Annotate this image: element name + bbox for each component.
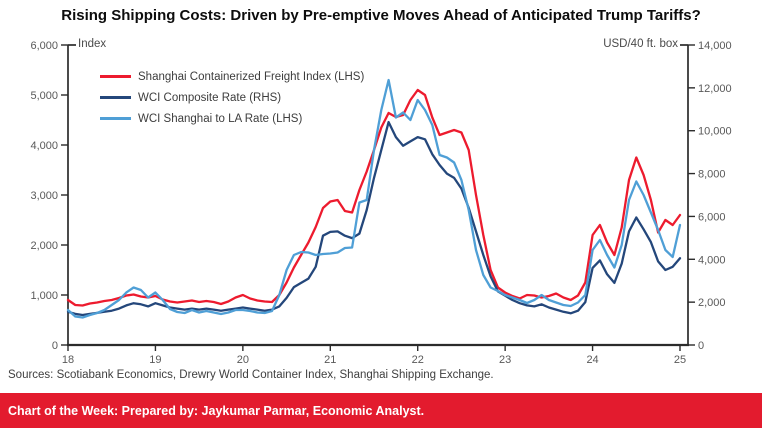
right-axis-caption: USD/40 ft. box: [603, 38, 678, 50]
svg-text:19: 19: [149, 354, 161, 366]
svg-text:6,000: 6,000: [698, 211, 726, 223]
svg-text:2,000: 2,000: [30, 240, 58, 252]
legend-item-scfi: Shanghai Containerized Freight Index (LH…: [100, 66, 364, 87]
svg-text:25: 25: [674, 354, 686, 366]
svg-text:14,000: 14,000: [698, 40, 732, 52]
wci-shanghai-la-line-swatch: [100, 117, 131, 120]
sources-note: Sources: Scotiabank Economics, Drewry Wo…: [8, 369, 494, 381]
scfi-line-swatch: [100, 75, 131, 78]
left-axis-caption: Index: [78, 38, 107, 50]
legend-item-wci-composite: WCI Composite Rate (RHS): [100, 87, 364, 108]
shipping-costs-line-chart: 6,000 5,000 4,000 3,000 2,000 1,000 0 14,000 12,…: [30, 40, 732, 366]
svg-text:10,000: 10,000: [698, 126, 732, 138]
svg-text:3,000: 3,000: [30, 190, 58, 202]
svg-text:2,000: 2,000: [698, 297, 726, 309]
footer-banner-text: Chart of the Week: Prepared by: Jaykumar…: [8, 403, 425, 418]
svg-text:1,000: 1,000: [30, 290, 58, 302]
svg-text:21: 21: [324, 354, 336, 366]
svg-text:23: 23: [499, 354, 511, 366]
svg-text:18: 18: [62, 354, 74, 366]
svg-text:22: 22: [412, 354, 424, 366]
legend-label-wci-composite: WCI Composite Rate (RHS): [138, 91, 282, 104]
wci-composite-line-swatch: [100, 96, 131, 99]
svg-text:4,000: 4,000: [698, 254, 726, 266]
legend-label-wci-shanghai-la: WCI Shanghai to LA Rate (LHS): [138, 112, 303, 125]
svg-text:0: 0: [698, 340, 704, 352]
footer-banner: Chart of the Week: Prepared by: Jaykumar…: [0, 393, 762, 428]
svg-text:4,000: 4,000: [30, 140, 58, 152]
legend-item-wci-shanghai-la: WCI Shanghai to LA Rate (LHS): [100, 108, 364, 129]
svg-text:20: 20: [237, 354, 249, 366]
svg-text:24: 24: [586, 354, 598, 366]
svg-text:8,000: 8,000: [698, 169, 726, 181]
chart-title: Rising Shipping Costs: Driven by Pre-emp…: [61, 7, 701, 24]
legend-label-scfi: Shanghai Containerized Freight Index (LH…: [138, 70, 365, 83]
chart-legend: Shanghai Containerized Freight Index (LH…: [100, 66, 364, 129]
svg-text:0: 0: [52, 340, 58, 352]
svg-text:12,000: 12,000: [698, 83, 732, 95]
svg-text:5,000: 5,000: [30, 90, 58, 102]
svg-text:6,000: 6,000: [30, 40, 58, 52]
